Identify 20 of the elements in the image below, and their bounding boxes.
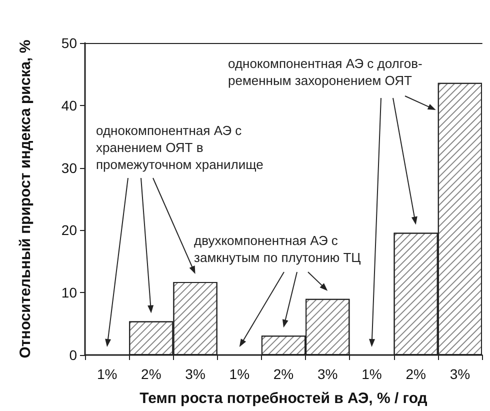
x-tick-label: 1%: [229, 366, 250, 382]
x-tick-label: 1%: [96, 366, 118, 382]
annotation: однокомпонентная АЭ с хранением ОЯТ в промежуточном хранилище: [96, 123, 264, 172]
y-tick-label: 40: [61, 97, 78, 114]
x-tick-label: 2%: [406, 366, 426, 382]
annotation: однокомпонентная АЭ с долгов- ременным захоронением ОЯТ: [228, 56, 422, 88]
annotation: двухкомпонентная АЭ с замкнутым по плутонию ТЦ: [194, 233, 362, 265]
x-tick-label: 2%: [141, 366, 162, 382]
x-tick-label: 2%: [273, 366, 294, 382]
y-tick-label: 20: [61, 222, 78, 238]
x-tick-label: 3%: [185, 366, 206, 382]
y-tick-label: 50: [61, 35, 78, 51]
y-tick-label: 30: [61, 160, 78, 176]
x-tick-label: 3%: [317, 366, 338, 382]
y-tick-label: 0: [69, 347, 78, 363]
x-tick-label: 3%: [450, 366, 470, 382]
y-axis-title: Относительный прирост индекса риска, %: [17, 40, 34, 358]
x-axis-title: Темп роста потребностей в АЭ, % / год: [140, 390, 428, 407]
x-tick-label: 1%: [362, 366, 382, 382]
y-tick-label: 10: [61, 284, 78, 301]
